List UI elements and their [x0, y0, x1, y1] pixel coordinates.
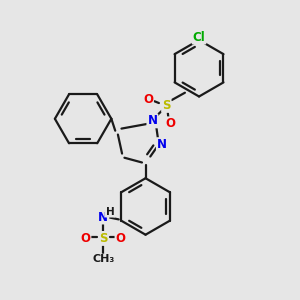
Text: S: S: [99, 232, 107, 245]
Text: O: O: [166, 117, 176, 130]
Text: S: S: [162, 99, 171, 112]
Text: N: N: [157, 138, 167, 151]
Text: O: O: [116, 232, 125, 245]
Text: O: O: [143, 93, 153, 106]
Text: CH₃: CH₃: [92, 254, 114, 264]
Text: O: O: [80, 232, 90, 245]
Text: N: N: [98, 211, 108, 224]
Text: Cl: Cl: [193, 31, 206, 44]
Text: N: N: [147, 114, 158, 128]
Text: H: H: [106, 207, 115, 217]
